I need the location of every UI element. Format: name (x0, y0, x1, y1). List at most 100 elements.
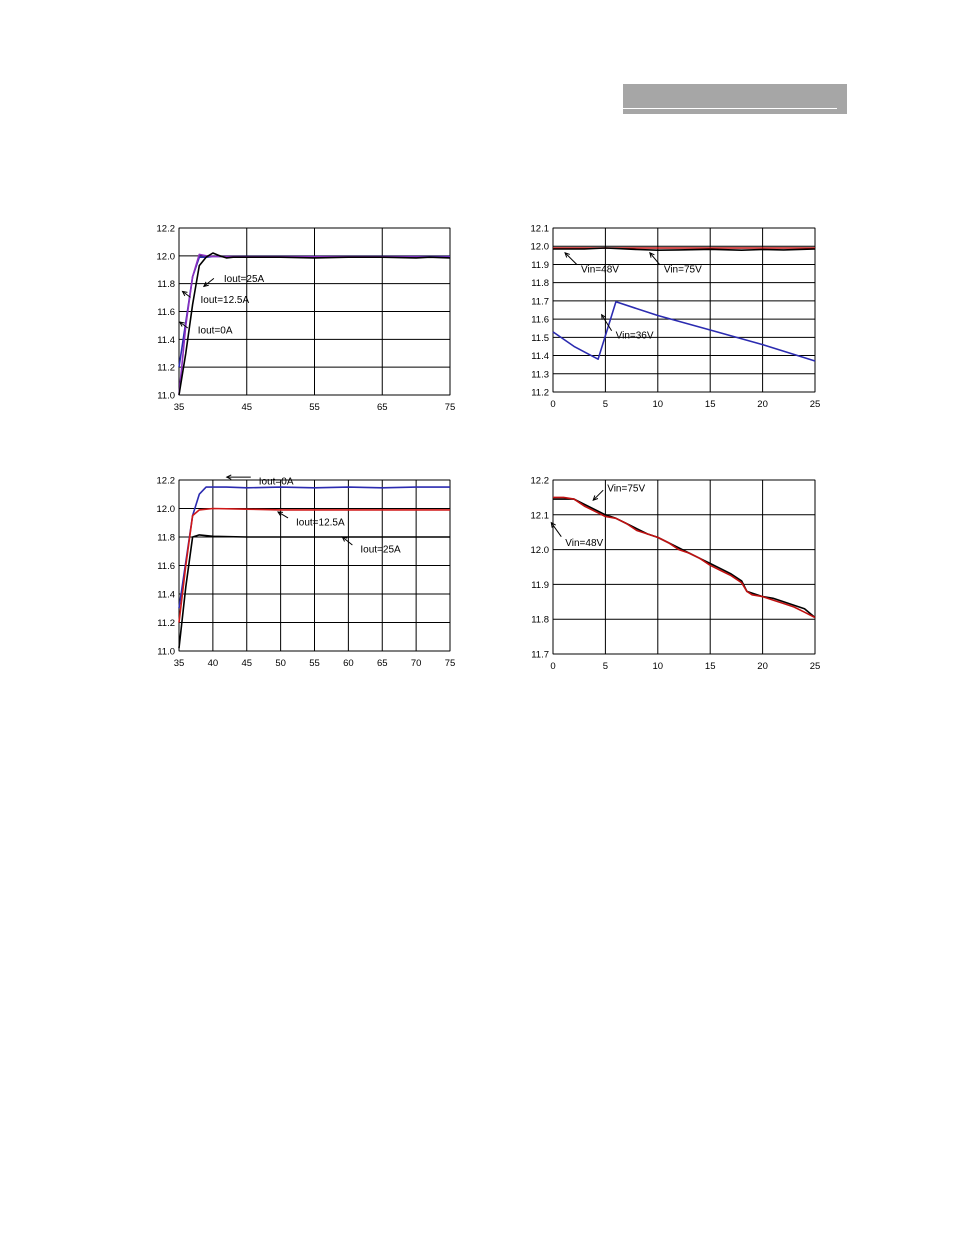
annotation-label: Vin=48V (581, 264, 619, 275)
x-tick-label: 10 (653, 399, 664, 410)
y-tick-label: 11.9 (531, 580, 549, 591)
x-tick-label: 5 (603, 661, 608, 672)
y-tick-label: 12.0 (157, 504, 176, 515)
annotation-label: Iout=25A (360, 545, 401, 556)
annotation-arrowhead (550, 521, 556, 528)
annotation-label: Vin=75V (607, 484, 645, 495)
annotation-arrowhead (202, 281, 209, 288)
plot-area (552, 479, 816, 655)
y-tick-label: 11.4 (157, 335, 175, 346)
y-tick-label: 11.2 (157, 363, 175, 374)
y-tick-label: 11.6 (157, 561, 175, 572)
x-tick-label: 65 (377, 402, 388, 413)
annotation-label: Vin=48V (565, 538, 603, 549)
y-tick-label: 12.0 (531, 242, 550, 253)
annotation-label: Vin=36V (616, 330, 654, 341)
y-tick-label: 11.7 (531, 650, 549, 661)
y-tick-label: 12.2 (531, 476, 550, 487)
y-tick-label: 12.0 (157, 251, 176, 262)
x-tick-label: 60 (343, 658, 354, 669)
annotation-arrow (182, 291, 191, 298)
page-header-bar (623, 84, 847, 114)
annotation-arrow (592, 489, 604, 501)
y-tick-label: 11.6 (157, 307, 175, 318)
annotation-arrowhead (341, 536, 348, 542)
chart-3: 11.0 11.2 11.4 11.6 11.8 12.0 12.2 35 40 45 50 55 60… (157, 474, 456, 669)
x-tick-label: 20 (757, 399, 768, 410)
y-tick-label: 11.5 (531, 333, 549, 344)
annotation-label: Iout=0A (259, 477, 294, 488)
x-tick-label: 20 (757, 661, 768, 672)
annotation-arrow (564, 252, 578, 266)
y-tick-label: 11.2 (157, 618, 175, 629)
x-tick-label: 50 (275, 658, 286, 669)
series-line-iout-25a (178, 534, 450, 649)
x-tick-label: 55 (309, 402, 320, 413)
y-tick-label: 12.2 (157, 224, 176, 235)
x-tick-label: 55 (309, 658, 320, 669)
annotation-arrow (203, 278, 215, 287)
x-tick-label: 35 (174, 658, 185, 669)
annotation-arrow (179, 321, 189, 329)
page-header-rule (623, 108, 837, 109)
y-tick-label: 12.1 (531, 224, 550, 235)
series-line-iout-12-5a (178, 507, 450, 623)
x-tick-label: 65 (377, 658, 388, 669)
annotation-label: Iout=0A (198, 326, 233, 337)
annotation-arrowhead (178, 321, 185, 327)
annotation-label: Iout=12.5A (201, 295, 250, 306)
y-tick-label: 11.8 (531, 615, 549, 626)
annotation-arrowhead (225, 474, 232, 480)
x-tick-label: 25 (810, 399, 821, 410)
y-tick-label: 11.7 (531, 296, 549, 307)
x-tick-label: 75 (445, 658, 456, 669)
x-tick-label: 45 (241, 658, 252, 669)
annotation-arrowhead (181, 290, 188, 297)
y-tick-label: 11.2 (531, 388, 549, 399)
series-line-vin-48v (553, 496, 816, 619)
annotation-arrow (277, 511, 289, 519)
x-tick-label: 75 (445, 402, 456, 413)
annotation-arrow (601, 314, 613, 332)
series-line-vin-48v (553, 247, 816, 251)
x-tick-label: 15 (705, 661, 716, 672)
y-tick-label: 12.1 (531, 510, 550, 521)
y-tick-label: 11.3 (531, 369, 549, 380)
annotation-label: Vin=75V (664, 264, 702, 275)
annotation-arrow (342, 536, 353, 546)
annotation-arrowhead (601, 313, 607, 320)
chart-2: 11.2 11.3 11.4 11.5 11.6 11.7 11.8 11.9 12.0 12.1… (531, 224, 821, 411)
series-line-vin-36v (552, 300, 816, 362)
y-tick-label: 12.0 (531, 545, 550, 556)
y-tick-label: 11.4 (531, 351, 549, 362)
chart-4: 11.7 11.8 11.9 12.0 12.1 12.2 0 5 10 15 20 25 Vin=75… (531, 476, 821, 673)
annotation-arrow (550, 522, 562, 538)
x-tick-label: 0 (550, 399, 555, 410)
y-tick-label: 12.2 (157, 476, 176, 487)
annotation-arrowhead (649, 251, 655, 258)
annotation-arrow (649, 252, 661, 266)
x-tick-label: 15 (705, 399, 716, 410)
plot-area (552, 227, 816, 393)
annotation-arrowhead (592, 495, 599, 501)
y-tick-label: 11.8 (531, 278, 549, 289)
y-tick-label: 11.4 (157, 590, 175, 601)
annotation-arrowhead (564, 251, 570, 258)
x-tick-label: 40 (208, 658, 219, 669)
x-tick-label: 25 (810, 661, 821, 672)
x-tick-label: 35 (174, 402, 185, 413)
chart-1: 11.0 11.2 11.4 11.6 11.8 12.0 12.2 35 45 55 65 75 Io… (157, 224, 456, 414)
x-tick-label: 10 (653, 661, 664, 672)
y-tick-label: 11.0 (157, 391, 175, 402)
x-tick-label: 5 (603, 399, 608, 410)
y-tick-label: 11.6 (531, 315, 549, 326)
annotation-label: Iout=12.5A (296, 517, 345, 528)
annotation-label: Iout=25A (224, 274, 265, 285)
series-line-iout-25a (178, 252, 451, 396)
y-tick-label: 11.9 (531, 260, 549, 271)
annotation-arrowhead (277, 511, 284, 517)
x-tick-label: 0 (550, 661, 555, 672)
series-line-iout-0a (178, 486, 450, 609)
x-tick-label: 45 (241, 402, 252, 413)
